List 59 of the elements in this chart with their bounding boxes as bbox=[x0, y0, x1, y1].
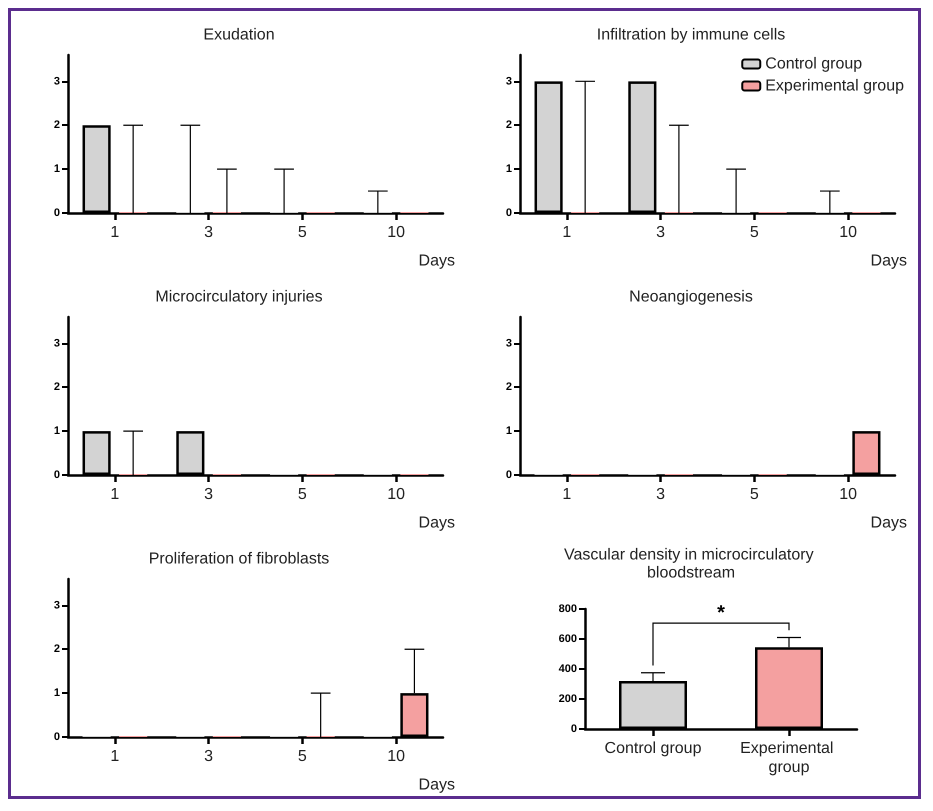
x-tick-label: 10 bbox=[387, 748, 406, 765]
x-tick-label: 10 bbox=[387, 224, 406, 241]
y-tick-label: 2 bbox=[54, 119, 60, 132]
y-tick-label: 3 bbox=[54, 75, 60, 88]
y-tick-label: 0 bbox=[570, 723, 577, 735]
chart-title: Proliferation of fibroblasts bbox=[148, 550, 330, 568]
x-tick-label: 10 bbox=[839, 224, 858, 241]
x-axis-title: Days bbox=[418, 514, 455, 532]
x-tick-label: 3 bbox=[656, 224, 666, 241]
chart-title: Vascular density in microcirculatory bloodstream bbox=[564, 546, 818, 582]
x-tick-label: 3 bbox=[204, 224, 214, 241]
y-tick-label: 0 bbox=[506, 207, 512, 219]
annotation: * bbox=[717, 602, 726, 624]
y-tick-label: 1 bbox=[506, 163, 512, 176]
x-axis-title: Days bbox=[418, 252, 455, 270]
y-tick-label: 0 bbox=[54, 207, 60, 219]
legend-label: Control group bbox=[765, 56, 862, 72]
x-tick-label: 5 bbox=[750, 486, 759, 503]
y-tick-label: 1 bbox=[506, 425, 512, 438]
x-tick-label: 1 bbox=[110, 224, 120, 241]
y-tick-label: 800 bbox=[558, 603, 577, 615]
y-tick-label: 2 bbox=[506, 381, 512, 394]
x-axis-title: Days bbox=[870, 252, 907, 270]
y-tick-label: 2 bbox=[54, 381, 60, 394]
y-tick-label: 600 bbox=[558, 633, 577, 645]
y-tick-label: 3 bbox=[506, 337, 512, 350]
y-tick-label: 1 bbox=[54, 687, 60, 700]
y-tick-label: 3 bbox=[506, 75, 512, 88]
y-tick-label: 3 bbox=[54, 337, 60, 350]
y-tick-label: 0 bbox=[54, 469, 60, 481]
y-tick-label: 2 bbox=[54, 643, 60, 656]
x-axis-title: Days bbox=[870, 514, 907, 532]
y-tick-label: 0 bbox=[54, 731, 60, 743]
x-axis-title: Days bbox=[418, 776, 455, 794]
y-tick-label: 1 bbox=[54, 425, 60, 438]
x-tick-label: 5 bbox=[298, 486, 307, 503]
y-tick-label: 0 bbox=[506, 469, 512, 481]
y-tick-label: 2 bbox=[506, 119, 512, 132]
chart-title: Neoangiogenesis bbox=[629, 288, 753, 306]
y-tick-label: 200 bbox=[558, 693, 577, 705]
legend-label: Experimental group bbox=[765, 78, 904, 94]
x-tick-label: 10 bbox=[387, 486, 406, 503]
x-tick-label: 5 bbox=[298, 224, 307, 241]
chart-title: Infiltration by immune cells bbox=[596, 26, 786, 44]
y-tick-label: 1 bbox=[54, 163, 60, 176]
x-tick-label: 1 bbox=[110, 748, 120, 765]
y-tick-label: 3 bbox=[54, 599, 60, 612]
chart-title: Exudation bbox=[203, 26, 275, 44]
x-tick-label: Experimental group bbox=[740, 740, 838, 776]
x-tick-label: 1 bbox=[110, 486, 120, 503]
x-tick-label: 10 bbox=[839, 486, 858, 503]
x-tick-label: Control group bbox=[604, 740, 702, 757]
x-tick-label: 3 bbox=[204, 486, 214, 503]
x-tick-label: 3 bbox=[204, 748, 214, 765]
chart-title: Microcirculatory injuries bbox=[155, 288, 323, 306]
x-tick-label: 5 bbox=[298, 748, 307, 765]
x-tick-label: 5 bbox=[750, 224, 759, 241]
y-tick-label: 400 bbox=[558, 663, 577, 675]
x-tick-label: 3 bbox=[656, 486, 666, 503]
